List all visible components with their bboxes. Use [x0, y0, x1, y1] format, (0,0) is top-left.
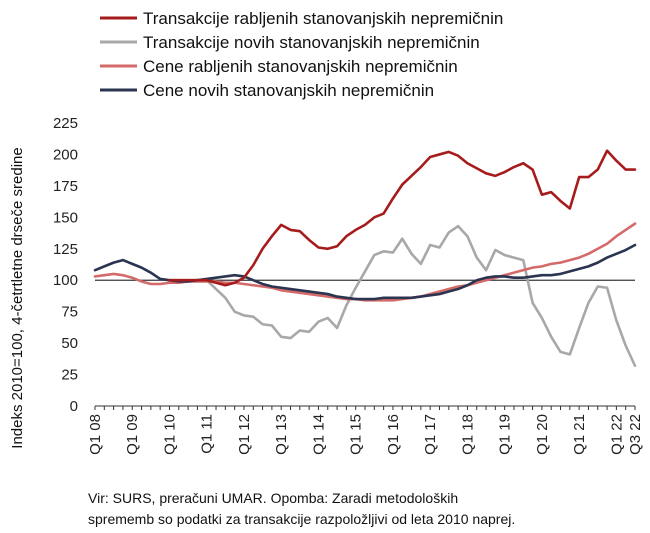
legend-label-1: Transakcije rabljenih stanovanjskih nepr… [143, 9, 503, 28]
x-tick-label: Q1 08 [87, 414, 104, 455]
y-axis-label: Indeks 2010=100, 4-četrtletne drseče sre… [9, 147, 26, 448]
x-axis: Q1 08 Q1 09 Q1 10 Q1 11 Q1 12 Q1 13 Q1 14 Q1 15… [87, 405, 644, 455]
y-tick-label-125: 125 [53, 241, 78, 258]
legend-label-2: Transakcije novih stanovanjskih nepremič… [143, 33, 480, 52]
x-tick-label: Q1 15 [348, 414, 365, 455]
y-tick-label-200: 200 [53, 146, 78, 163]
series-group [93, 149, 637, 368]
x-tick-label: Q1 22 [608, 414, 625, 455]
y-tick-label-25: 25 [61, 367, 78, 384]
source-note-line-2: sprememb so podatki za transakcije razpo… [88, 511, 516, 527]
y-axis-ticks: 0 25 50 75 100 125 150 175 200 225 [53, 115, 78, 415]
x-tick-label: Q1 10 [161, 414, 178, 455]
series-line-3 [93, 222, 637, 302]
y-tick-label-175: 175 [53, 178, 78, 195]
x-tick-label: Q1 13 [273, 414, 290, 455]
x-tick-label: Q1 09 [124, 414, 141, 455]
x-tick-label: Q1 17 [422, 414, 439, 455]
x-tick-label: Q1 14 [310, 414, 327, 455]
y-tick-label-100: 100 [53, 272, 78, 289]
source-note: Vir: SURS, preračuni UMAR. Opomba: Zarad… [88, 488, 643, 530]
y-tick-label-150: 150 [53, 209, 78, 226]
x-tick-label: Q1 11 [199, 414, 216, 454]
series-line-1 [168, 149, 637, 287]
y-tick-label-75: 75 [61, 304, 78, 321]
x-tick-label: Q1 18 [459, 414, 476, 455]
source-note-line-1: Vir: SURS, preračuni UMAR. Opomba: Zarad… [88, 490, 459, 506]
x-tick-label: Q1 21 [571, 414, 588, 455]
x-tick-label: Q3 22 [627, 414, 644, 455]
x-tick-label: Q1 19 [497, 414, 514, 455]
legend-label-4: Cene novih stanovanjskih nepremičnin [143, 81, 434, 100]
legend: Transakcije rabljenih stanovanjskih nepr… [100, 9, 503, 100]
y-tick-label-225: 225 [53, 115, 78, 132]
x-tick-label: Q1 20 [534, 414, 551, 455]
y-tick-label-0: 0 [70, 398, 78, 415]
legend-label-3: Cene rabljenih stanovanjskih nepremičnin [143, 57, 458, 76]
series-line-2 [168, 224, 637, 368]
y-tick-label-50: 50 [61, 335, 78, 352]
x-tick-label: Q1 12 [236, 414, 253, 455]
x-tick-label: Q1 16 [385, 414, 402, 455]
